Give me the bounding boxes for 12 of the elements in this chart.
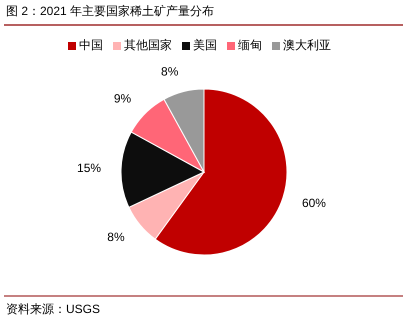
legend-label: 其他国家 [124, 38, 172, 52]
data-label: 9% [114, 91, 132, 106]
title: 图 2：2021 年主要国家稀土矿产量分布 [6, 4, 214, 18]
data-label: 8% [161, 64, 179, 78]
legend-label: 缅甸 [238, 38, 262, 52]
legend-label: 澳大利亚 [283, 38, 331, 52]
data-label: 8% [107, 230, 125, 244]
data-label: 60% [302, 196, 326, 210]
legend-label: 中国 [79, 38, 103, 52]
annotation: 资料来源：USGS [6, 302, 100, 316]
legend-label: 美国 [193, 38, 217, 52]
data-label: 15% [77, 160, 102, 175]
